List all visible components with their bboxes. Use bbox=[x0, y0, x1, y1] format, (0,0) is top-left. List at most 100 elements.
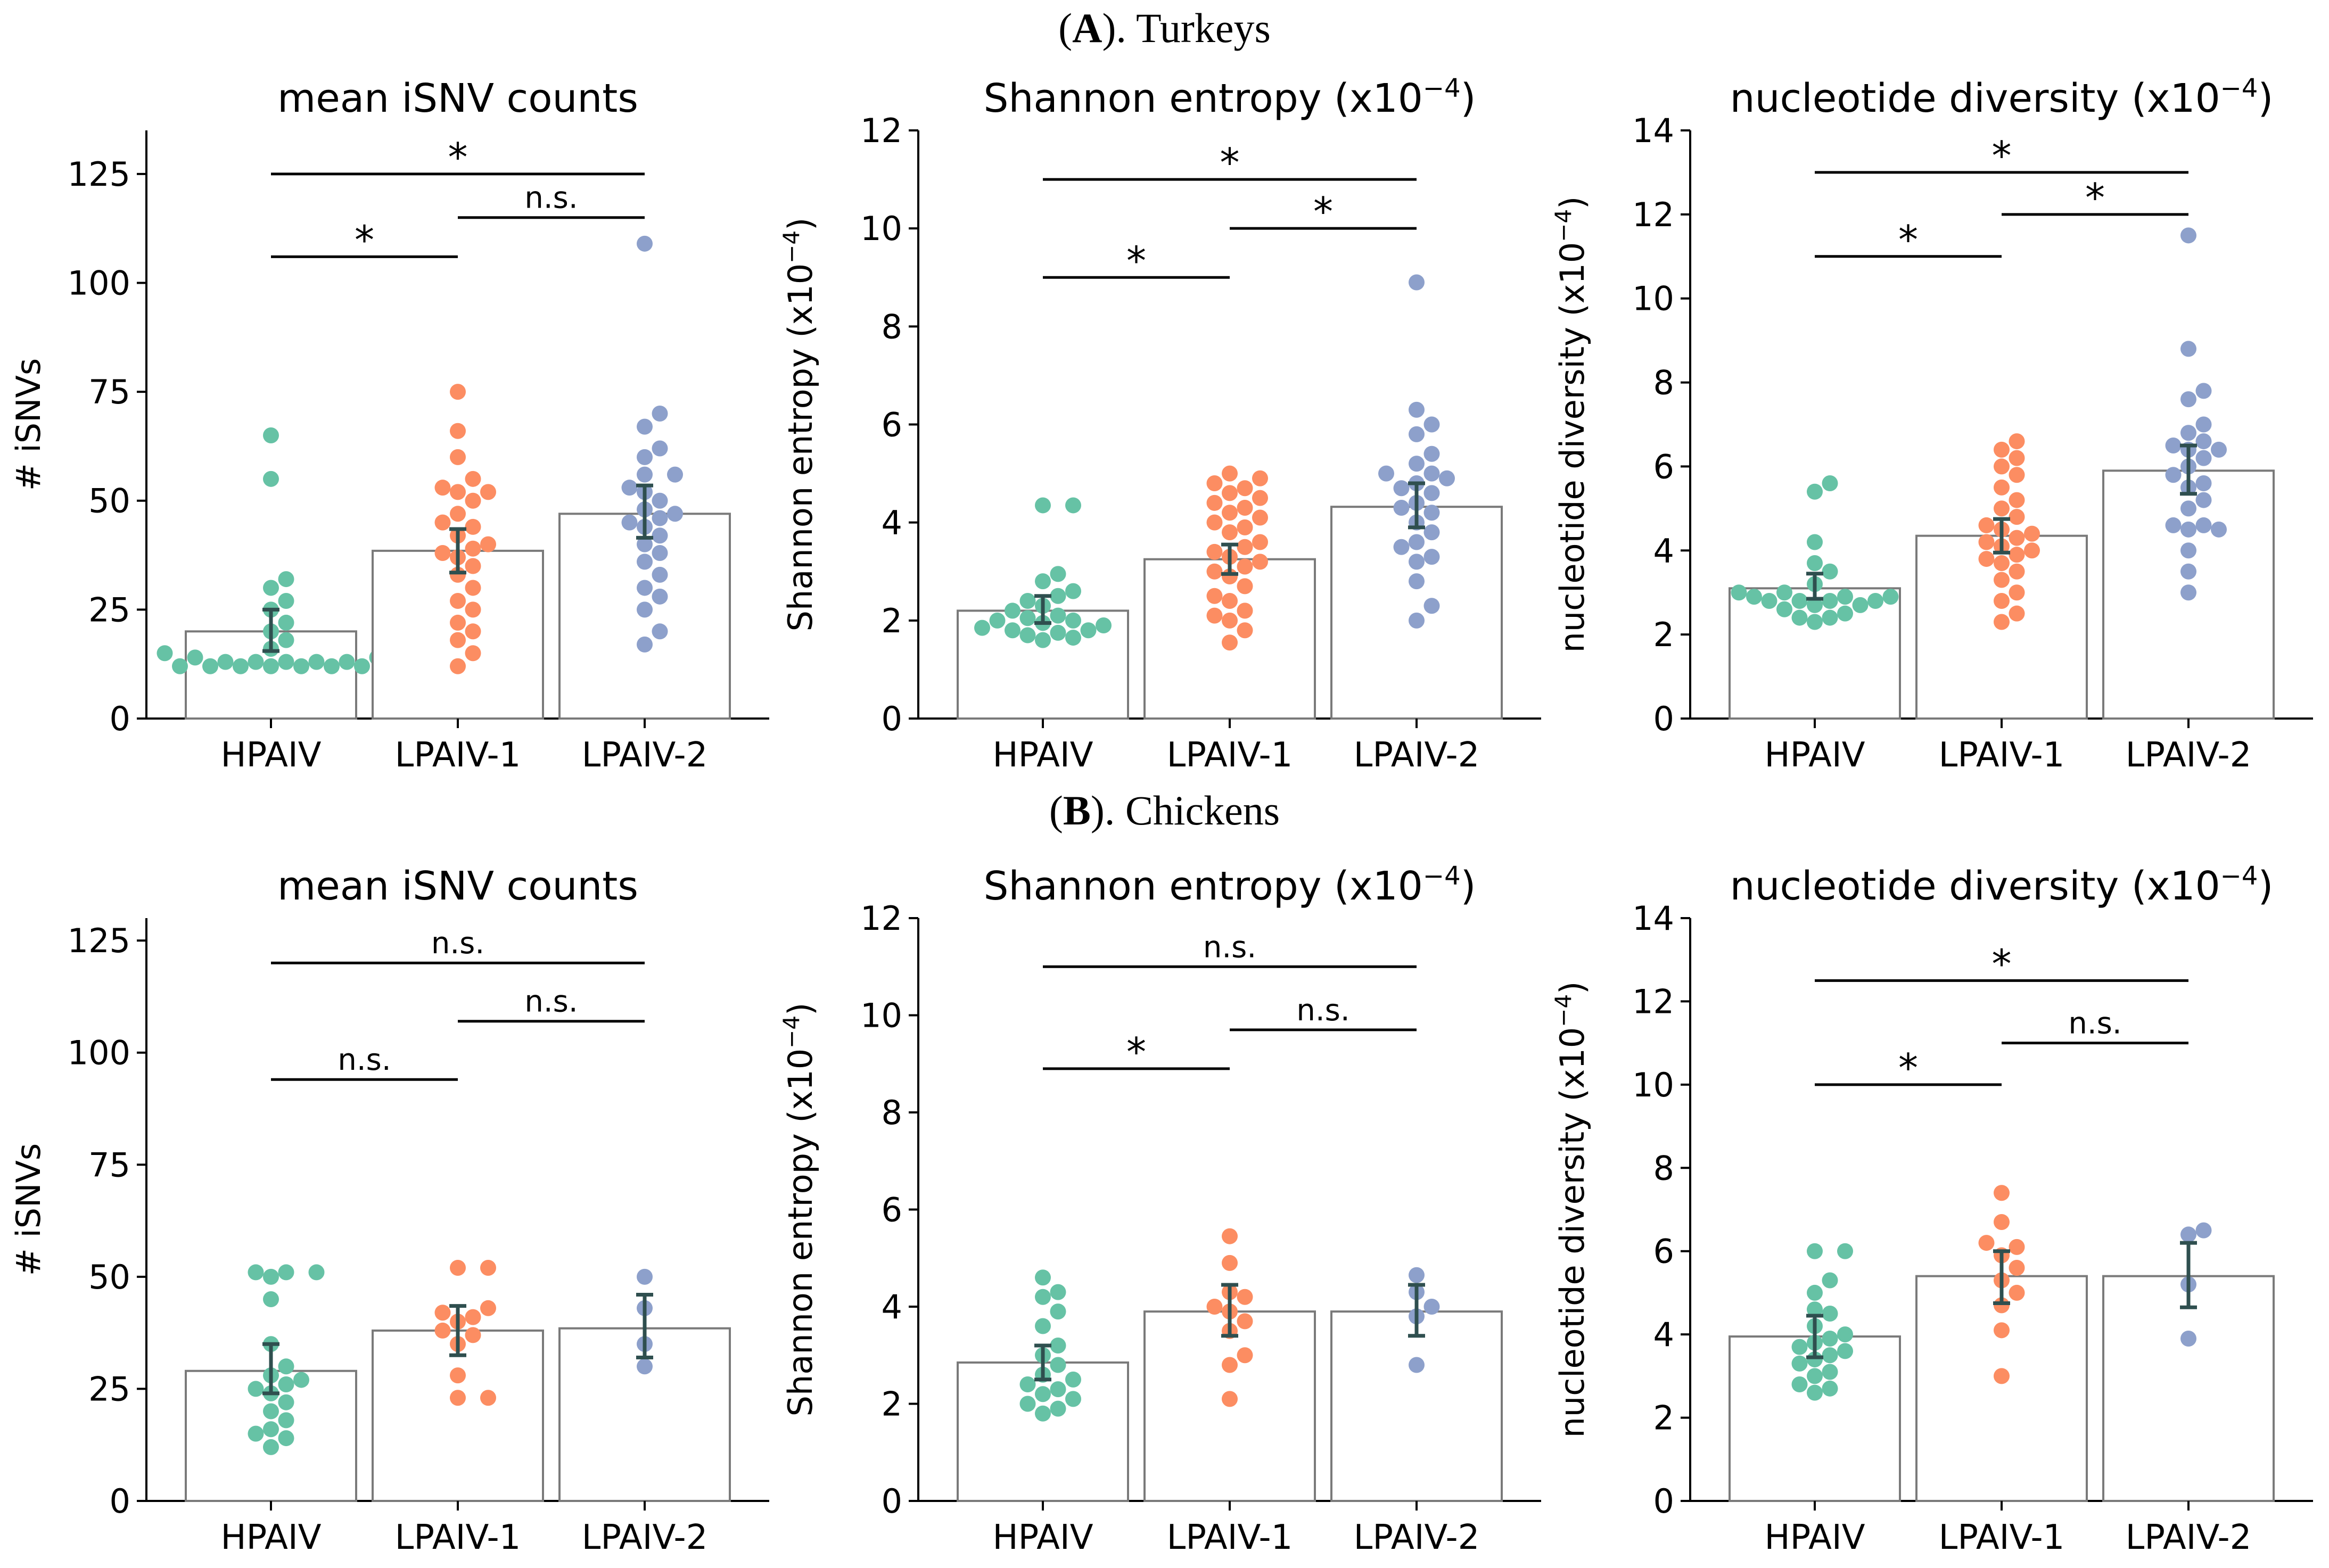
data-point bbox=[2009, 492, 2025, 508]
data-point bbox=[450, 658, 466, 674]
data-point bbox=[1822, 563, 1838, 580]
data-point bbox=[2180, 227, 2196, 244]
data-point bbox=[480, 1260, 496, 1276]
y-tick-label: 50 bbox=[88, 482, 130, 521]
data-point bbox=[1791, 1355, 1808, 1372]
y-tick-label: 8 bbox=[882, 1093, 902, 1132]
data-point bbox=[974, 620, 990, 636]
data-point bbox=[263, 658, 279, 674]
y-axis-label-text: Shannon entropy (x10 bbox=[781, 1049, 820, 1417]
data-point bbox=[263, 1268, 279, 1285]
y-tick-label: 4 bbox=[1653, 1315, 1674, 1354]
data-point bbox=[1409, 534, 1425, 550]
chart-title-text: Shannon entropy (x10 bbox=[984, 76, 1423, 121]
y-axis-label: # iSNVs bbox=[9, 1143, 48, 1276]
data-point bbox=[278, 1412, 294, 1429]
data-point bbox=[1065, 497, 1081, 514]
data-point bbox=[1409, 274, 1425, 291]
data-point bbox=[1019, 627, 1036, 643]
data-point bbox=[1423, 549, 1440, 565]
data-point bbox=[1822, 1364, 1838, 1380]
data-point bbox=[248, 1425, 264, 1442]
y-tick-label: 0 bbox=[1653, 1482, 1674, 1521]
y-tick-label: 0 bbox=[1653, 699, 1674, 738]
chart-title-close: ) bbox=[1461, 863, 1476, 909]
data-point bbox=[434, 480, 451, 496]
data-point bbox=[1807, 483, 1823, 500]
data-point bbox=[1252, 554, 1268, 570]
y-axis-label: Shannon entropy (x10−4) bbox=[778, 218, 820, 632]
data-point bbox=[1222, 593, 1238, 609]
data-point bbox=[1746, 589, 1762, 605]
y-axis-label-close: ) bbox=[1553, 981, 1592, 994]
data-point bbox=[1065, 1371, 1081, 1388]
data-point bbox=[157, 645, 173, 662]
data-point bbox=[2009, 530, 2025, 546]
chart-title-text: mean iSNV counts bbox=[277, 863, 638, 909]
data-point bbox=[1393, 539, 1410, 555]
data-point bbox=[278, 1264, 294, 1281]
data-point bbox=[652, 566, 668, 583]
data-point bbox=[1035, 1289, 1051, 1305]
data-point bbox=[217, 654, 234, 670]
data-point bbox=[1439, 470, 1455, 486]
chart-title: Shannon entropy (x10−4) bbox=[984, 861, 1476, 909]
data-point bbox=[1252, 490, 1268, 506]
data-point bbox=[1237, 539, 1253, 555]
data-point bbox=[480, 1300, 496, 1316]
data-point bbox=[1065, 630, 1081, 646]
data-point bbox=[1409, 554, 1425, 570]
y-axis-label-text: nucleotide diversity (x10 bbox=[1553, 1027, 1592, 1438]
data-point bbox=[263, 1421, 279, 1438]
data-point bbox=[263, 580, 279, 596]
data-point bbox=[1237, 622, 1253, 639]
y-tick-label: 10 bbox=[1632, 1066, 1674, 1104]
x-tick-label: HPAIV bbox=[220, 736, 321, 775]
data-point bbox=[202, 658, 218, 674]
chart-title-text: mean iSNV counts bbox=[277, 76, 638, 121]
data-point bbox=[434, 1322, 451, 1339]
data-point bbox=[652, 527, 668, 544]
data-point bbox=[652, 510, 668, 526]
data-point bbox=[1423, 445, 1440, 462]
data-point bbox=[1994, 1297, 2010, 1314]
data-point bbox=[1050, 1338, 1066, 1354]
y-tick-label: 125 bbox=[68, 155, 130, 194]
y-tick-label: 10 bbox=[1632, 279, 1674, 318]
data-point bbox=[1978, 517, 1995, 533]
data-point bbox=[1050, 1357, 1066, 1373]
data-point bbox=[1409, 456, 1425, 472]
chart-panel-B1: mean iSNV counts # iSNVs 0 25 50 75 100 125 HPAI… bbox=[9, 863, 769, 1557]
data-point bbox=[1978, 534, 1995, 550]
y-tick-label: 12 bbox=[860, 111, 902, 150]
y-tick-label: 4 bbox=[882, 1288, 902, 1326]
data-point bbox=[1807, 1243, 1823, 1259]
data-point bbox=[248, 1381, 264, 1397]
data-point bbox=[1237, 500, 1253, 516]
data-point bbox=[2195, 492, 2212, 508]
y-tick-label: 12 bbox=[1632, 982, 1674, 1021]
data-point bbox=[2009, 450, 2025, 466]
data-point bbox=[2180, 584, 2196, 601]
data-point bbox=[465, 471, 481, 487]
data-point bbox=[2195, 517, 2212, 533]
y-tick-label: 2 bbox=[882, 601, 902, 640]
data-point bbox=[1791, 1339, 1808, 1355]
data-point bbox=[1222, 1255, 1238, 1271]
data-point bbox=[1978, 551, 1995, 567]
data-point bbox=[434, 544, 451, 561]
y-axis-label: nucleotide diversity (x10−4) bbox=[1550, 981, 1592, 1438]
data-point bbox=[637, 466, 653, 483]
data-point bbox=[187, 649, 203, 666]
data-point bbox=[450, 1390, 466, 1406]
data-point bbox=[1206, 514, 1223, 531]
data-point bbox=[1237, 558, 1253, 575]
data-point bbox=[450, 632, 466, 648]
data-point bbox=[2180, 1330, 2196, 1347]
data-point bbox=[2024, 542, 2040, 559]
y-axis-label-text: # iSNVs bbox=[9, 1143, 48, 1276]
significance-label: * bbox=[448, 135, 468, 180]
data-point bbox=[1807, 597, 1823, 613]
data-point bbox=[1206, 543, 1223, 560]
data-point bbox=[450, 449, 466, 465]
